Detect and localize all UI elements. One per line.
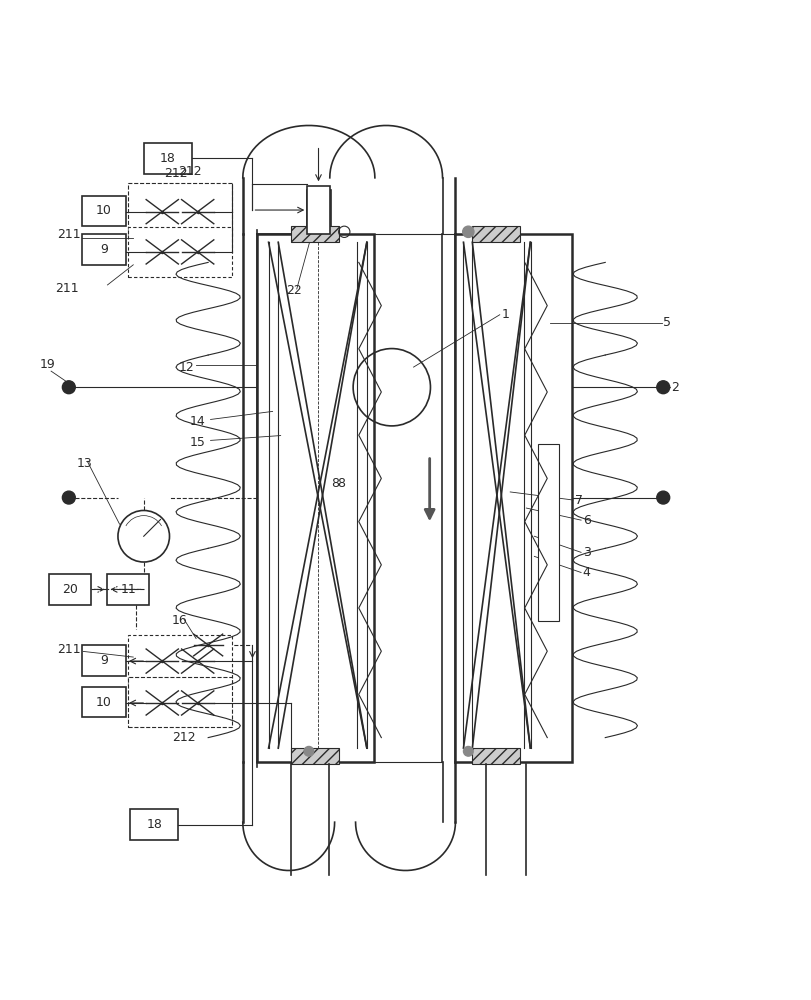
Text: 11: 11 (121, 583, 136, 596)
Text: 4: 4 (582, 566, 590, 579)
Text: 211: 211 (58, 643, 81, 656)
Bar (307, 186, 330, 234)
Text: 18: 18 (160, 152, 176, 165)
Text: 10: 10 (96, 696, 112, 709)
Text: 8: 8 (332, 477, 339, 490)
Bar (127, 227, 232, 277)
Bar (82, 196, 126, 226)
Bar (127, 183, 232, 238)
Text: 12: 12 (178, 361, 194, 374)
Text: 212: 212 (164, 167, 188, 180)
Text: 10: 10 (96, 204, 112, 217)
Bar (130, 809, 178, 840)
Circle shape (657, 381, 670, 394)
Bar (291, 226, 340, 242)
Text: 14: 14 (190, 415, 205, 428)
Bar (291, 748, 340, 764)
Bar (82, 234, 126, 265)
Text: 9: 9 (100, 243, 108, 256)
Text: 19: 19 (40, 358, 56, 371)
Text: 16: 16 (172, 614, 187, 627)
Circle shape (463, 226, 474, 237)
Bar (49, 574, 92, 605)
Bar (82, 645, 126, 676)
Circle shape (657, 491, 670, 504)
Text: 15: 15 (190, 436, 205, 449)
Text: 7: 7 (575, 493, 582, 506)
Bar (456, 234, 573, 762)
Text: 211: 211 (58, 228, 81, 241)
Text: 6: 6 (582, 514, 590, 527)
Bar (82, 687, 126, 717)
Bar (127, 635, 232, 685)
Bar (539, 444, 559, 621)
Text: 22: 22 (286, 284, 302, 297)
Bar (127, 677, 232, 727)
Bar (108, 574, 149, 605)
Text: 9: 9 (100, 654, 108, 667)
Bar (257, 234, 374, 762)
Text: 2: 2 (672, 381, 679, 394)
Text: 212: 212 (178, 165, 202, 178)
Text: 212: 212 (172, 731, 195, 744)
Bar (307, 190, 332, 234)
Text: 211: 211 (55, 282, 79, 295)
Circle shape (304, 746, 314, 756)
Bar (144, 143, 192, 174)
Text: 8: 8 (337, 477, 345, 490)
Text: 3: 3 (582, 546, 590, 559)
Text: 5: 5 (663, 316, 672, 329)
Circle shape (464, 746, 473, 756)
Text: 20: 20 (62, 583, 79, 596)
Text: 13: 13 (77, 457, 92, 470)
Circle shape (62, 491, 75, 504)
Circle shape (62, 381, 75, 394)
Text: 1: 1 (502, 308, 510, 321)
Bar (471, 748, 520, 764)
Bar (471, 226, 520, 242)
Text: 18: 18 (146, 818, 162, 831)
